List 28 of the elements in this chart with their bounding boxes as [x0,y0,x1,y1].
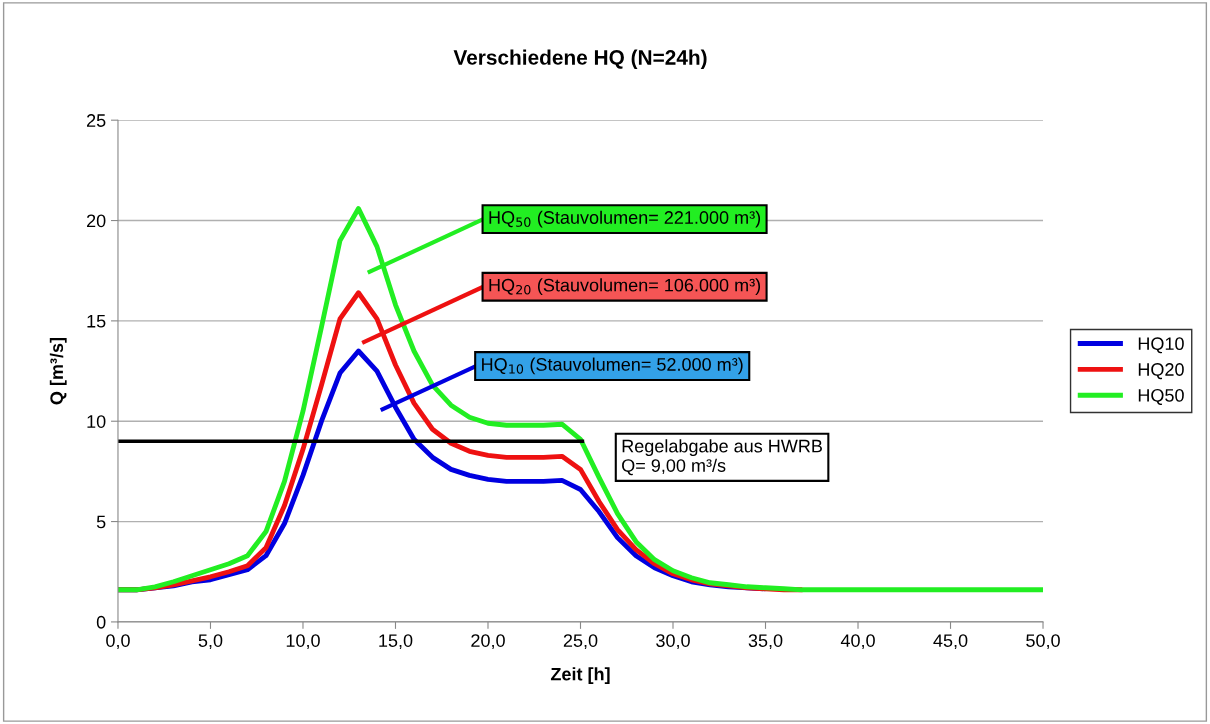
x-tick-label: 25,0 [563,634,598,650]
x-axis-title: Zeit [h] [550,667,610,685]
x-tick-label: 10,0 [286,634,320,650]
x-tick-label: 0,0 [106,634,130,650]
legend-label: HQ50 [1138,388,1184,405]
legend-label: HQ20 [1138,363,1184,380]
annotation: HQ$_{20}$ (Stauvolumen= 106.000 m³) [489,278,761,296]
x-tick-label: 35,0 [748,634,783,650]
annotation: Regelabgabe aus HWRB Q= 9,00 m³/s [622,439,822,476]
y-tick-label: 5 [96,515,106,529]
x-tick-label: 15,0 [379,634,413,650]
annotation: HQ$_{50}$ (Stauvolumen= 221.000 m³) [489,210,761,228]
annotation: HQ$_{10}$ (Stauvolumen= 52.000 m³) [482,357,743,375]
line-series [117,206,1044,593]
y-tick-label: 25 [87,114,106,127]
chart-title: Verschiedene HQ (N=24h) [453,49,707,69]
y-tick-label: 0 [96,615,106,629]
x-tick-label: 30,0 [656,634,690,650]
legend-label: HQ10 [1138,337,1184,354]
x-tick-label: 50,0 [1026,634,1060,650]
x-tick-label: 40,0 [840,634,875,650]
y-tick-label: 15 [87,315,106,328]
x-tick-label: 20,0 [471,634,505,650]
x-tick-label: 45,0 [933,634,968,650]
y-tick-label: 10 [87,415,106,428]
y-axis-title: Q [m³/s] [49,337,67,405]
x-tick-label: 5,0 [198,634,223,650]
y-tick-label: 20 [87,214,106,228]
